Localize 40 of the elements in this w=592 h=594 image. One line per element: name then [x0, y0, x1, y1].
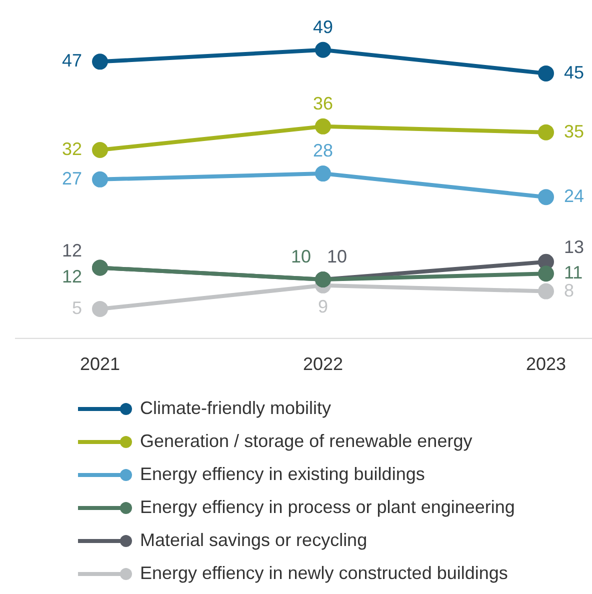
legend-label: Energy effiency in existing buildings	[140, 464, 425, 485]
x-tick-label: 2023	[526, 354, 566, 374]
point	[538, 254, 554, 270]
data-label: 47	[62, 50, 82, 71]
data-label: 45	[564, 62, 584, 82]
legend-label: Energy effiency in process or plant engineering	[140, 497, 515, 518]
data-label: 36	[312, 93, 334, 114]
legend-label: Energy effiency in newly constructed buildings	[140, 563, 508, 584]
legend-label: Generation / storage of renewable energy	[140, 431, 472, 452]
data-label: 5	[72, 298, 82, 318]
data-label: 10	[327, 246, 348, 266]
data-label: 28	[312, 140, 334, 161]
data-label: 9	[318, 296, 328, 316]
data-label: 24	[564, 186, 584, 206]
point	[538, 65, 554, 82]
point	[315, 166, 331, 182]
point	[92, 54, 108, 70]
point	[92, 171, 108, 188]
data-label: 11	[564, 262, 583, 283]
x-tick-label: 2021	[80, 354, 120, 374]
data-label: 8	[564, 280, 574, 300]
legend-label: Climate-friendly mobility	[140, 398, 332, 419]
point	[538, 283, 554, 300]
point	[538, 124, 554, 140]
point	[92, 300, 108, 317]
point	[92, 142, 108, 158]
data-label: 12	[62, 240, 82, 261]
data-label: 27	[62, 168, 82, 188]
x-tick-label: 2022	[302, 354, 344, 374]
point	[315, 42, 331, 58]
data-label: 10	[290, 246, 311, 266]
point	[538, 266, 554, 282]
point	[538, 189, 554, 206]
data-label: 12	[62, 266, 82, 287]
data-label: 32	[62, 138, 82, 159]
point	[315, 118, 331, 134]
data-label: 13	[564, 236, 584, 257]
legend-label: Material savings or recycling	[140, 530, 368, 551]
data-label: 35	[564, 121, 584, 142]
data-label: 49	[312, 16, 334, 37]
